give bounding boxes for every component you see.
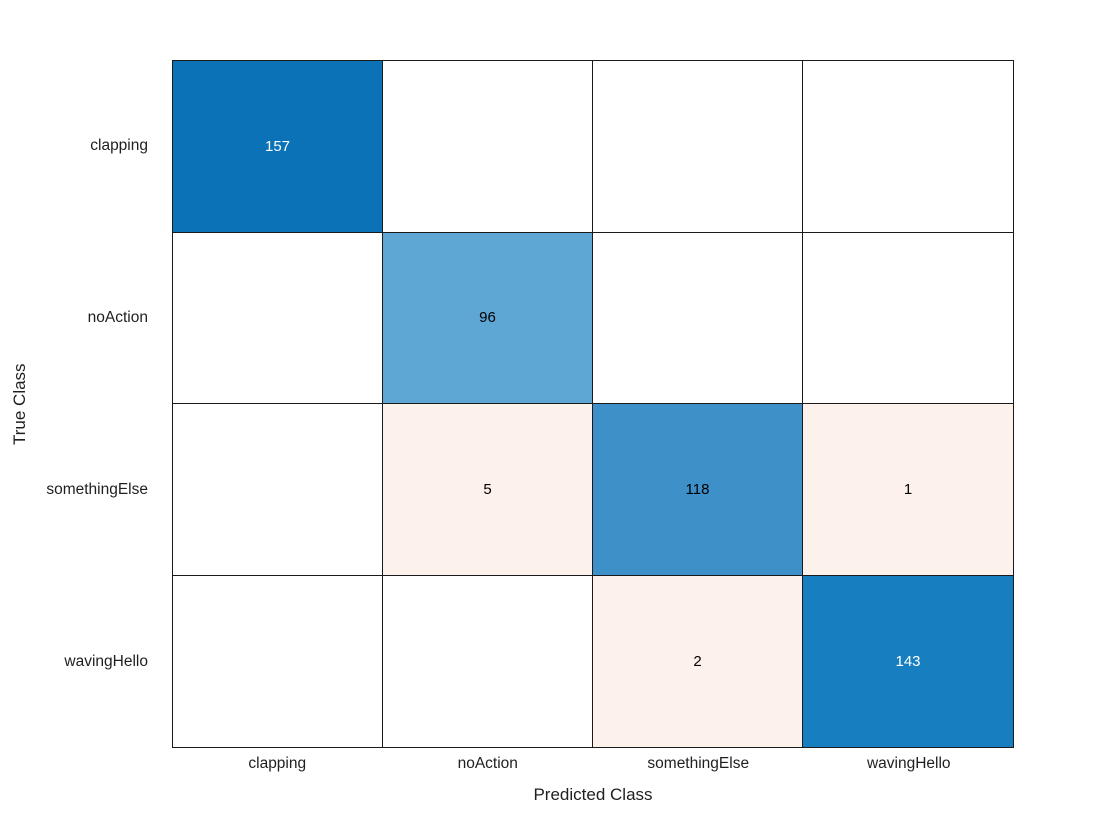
x-axis-label: Predicted Class bbox=[533, 785, 653, 804]
matrix-cell: 118 bbox=[593, 404, 803, 576]
cell-value: 118 bbox=[685, 480, 710, 498]
matrix-cell bbox=[593, 232, 803, 404]
x-tick-label: wavingHello bbox=[866, 755, 951, 772]
matrix-cell bbox=[173, 404, 383, 576]
cell-value: 157 bbox=[264, 137, 291, 155]
y-tick-label: noAction bbox=[87, 309, 148, 326]
matrix-cell bbox=[593, 61, 803, 233]
x-tick-labels: clapping noAction somethingElse wavingHello bbox=[172, 755, 1014, 779]
matrix-cell bbox=[803, 232, 1013, 404]
cell-value: 143 bbox=[895, 652, 921, 670]
y-tick-labels: clapping noAction somethingElse wavingHello bbox=[0, 60, 160, 748]
y-tick-label: wavingHello bbox=[64, 653, 148, 670]
cell-value: 5 bbox=[483, 480, 492, 498]
matrix-cell bbox=[803, 61, 1013, 233]
matrix-cell: 1 bbox=[803, 404, 1013, 576]
x-tick-label: clapping bbox=[248, 755, 307, 772]
cell-value: 96 bbox=[479, 309, 496, 327]
y-tick-label: clapping bbox=[90, 137, 148, 154]
cell-value: 1 bbox=[903, 480, 913, 498]
cell-value: 2 bbox=[693, 652, 702, 670]
matrix-cell: 5 bbox=[383, 404, 593, 576]
matrix-cell: 96 bbox=[383, 232, 593, 404]
matrix-cell: 2 bbox=[593, 575, 803, 747]
y-tick-label: somethingElse bbox=[46, 481, 148, 498]
matrix-cell bbox=[173, 575, 383, 747]
x-tick-label: somethingElse bbox=[647, 755, 750, 772]
matrix-cell: 143 bbox=[803, 575, 1013, 747]
x-tick-label: noAction bbox=[457, 755, 518, 772]
matrix-cell bbox=[383, 61, 593, 233]
matrix-grid: 157 96 5 118 1 2 143 bbox=[172, 60, 1014, 748]
matrix-cell bbox=[173, 232, 383, 404]
matrix-cell: 157 bbox=[173, 61, 383, 233]
matrix-cell bbox=[383, 575, 593, 747]
